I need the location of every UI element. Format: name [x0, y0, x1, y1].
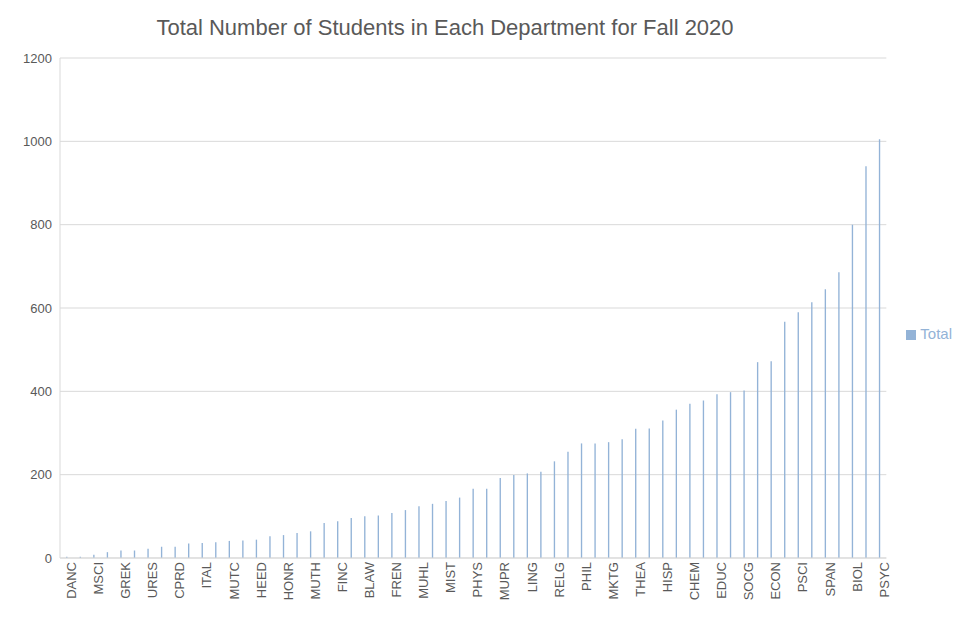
svg-text:HEED: HEED — [254, 562, 269, 598]
html-text:Total: Total — [920, 324, 952, 342]
svg-text:ECON: ECON — [768, 562, 783, 600]
svg-text:MSCI: MSCI — [91, 562, 106, 595]
svg-text:FREN: FREN — [389, 562, 404, 597]
svg-text:THEA: THEA — [633, 562, 648, 597]
svg-text:CPRD: CPRD — [172, 562, 187, 599]
svg-text:RELG: RELG — [552, 562, 567, 597]
svg-text:FINC: FINC — [335, 562, 350, 592]
svg-text:URES: URES — [145, 562, 160, 598]
svg-text:MIST: MIST — [443, 562, 458, 593]
svg-text:CHEM: CHEM — [687, 562, 702, 600]
svg-text:PHIL: PHIL — [579, 562, 594, 591]
svg-text:GREK: GREK — [118, 562, 133, 599]
svg-text:PSYC: PSYC — [877, 562, 892, 597]
svg-text:1000: 1000 — [23, 134, 52, 149]
svg-text:DANC: DANC — [64, 562, 79, 599]
svg-text:SPAN: SPAN — [823, 562, 838, 596]
svg-text:ITAL: ITAL — [199, 562, 214, 589]
svg-text:0: 0 — [45, 551, 52, 566]
svg-text:EDUC: EDUC — [714, 562, 729, 599]
svg-text:MUTC: MUTC — [227, 562, 242, 600]
svg-text:PHYS: PHYS — [470, 562, 485, 598]
svg-text:MUPR: MUPR — [497, 562, 512, 600]
svg-text:400: 400 — [30, 384, 52, 399]
svg-text:MUHL: MUHL — [416, 562, 431, 599]
svg-text:LING: LING — [525, 562, 540, 592]
html-text:Total Number of Students in Ea: Total Number of Students in Each Departm… — [156, 15, 734, 40]
svg-text:800: 800 — [30, 217, 52, 232]
svg-text:1200: 1200 — [23, 51, 52, 66]
svg-text:200: 200 — [30, 467, 52, 482]
svg-text:MUTH: MUTH — [308, 562, 323, 600]
svg-text:HISP: HISP — [660, 562, 675, 592]
svg-text:600: 600 — [30, 301, 52, 316]
svg-text:HONR: HONR — [281, 562, 296, 600]
svg-text:BLAW: BLAW — [362, 561, 377, 598]
svg-text:PSCI: PSCI — [795, 562, 810, 592]
svg-text:BIOL: BIOL — [850, 562, 865, 592]
svg-text:SOCG: SOCG — [741, 562, 756, 600]
svg-text:MKTG: MKTG — [606, 562, 621, 600]
